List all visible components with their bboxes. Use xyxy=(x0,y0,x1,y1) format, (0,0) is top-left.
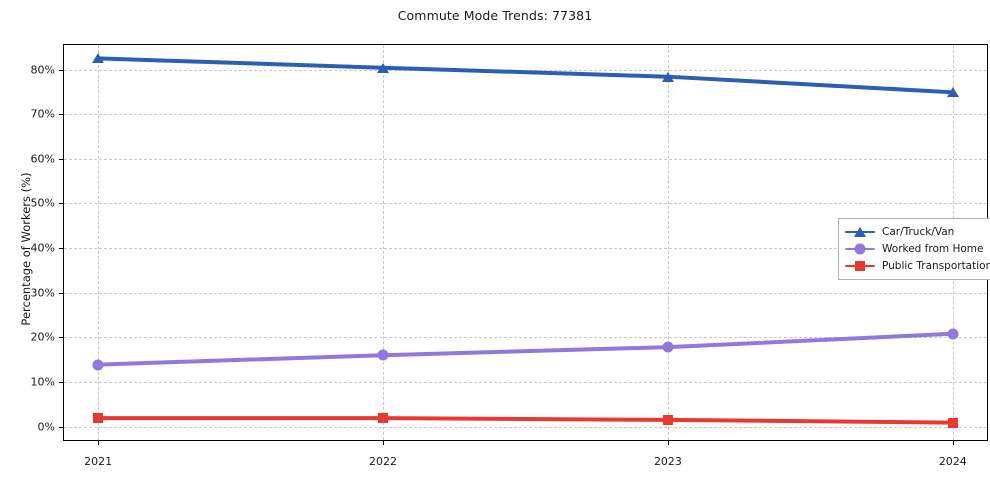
y-tick-mark xyxy=(59,203,63,205)
y-tick-mark xyxy=(59,114,63,116)
y-tick-label: 30% xyxy=(30,286,55,300)
legend-marker-triangle-icon xyxy=(854,226,866,237)
legend-entry[interactable]: Public Transportation xyxy=(845,257,990,274)
y-tick-mark xyxy=(59,248,63,250)
legend-entry[interactable]: Worked from Home xyxy=(845,240,990,257)
legend-marker-circle-icon xyxy=(854,243,866,254)
series-lines xyxy=(96,56,955,425)
data-point-marker xyxy=(378,413,389,424)
data-point-marker xyxy=(662,414,673,425)
x-tick-label: 2024 xyxy=(938,455,967,468)
chart-title: Commute Mode Trends: 77381 xyxy=(397,8,593,23)
y-tick-mark xyxy=(59,426,63,428)
x-tick-label: 2021 xyxy=(84,455,113,468)
x-tick-label: 2023 xyxy=(653,455,682,468)
data-point-marker xyxy=(377,62,390,73)
y-tick-label: 50% xyxy=(30,196,55,210)
y-axis-ticks: 0% 10% 20% 30% 40% 50% 60% 70% 80% xyxy=(0,44,990,441)
legend-label: Worked from Home xyxy=(882,242,984,255)
y-tick-label: 10% xyxy=(30,375,55,389)
y-tick-label: 80% xyxy=(30,63,55,77)
series-markers xyxy=(64,45,987,440)
data-point-marker xyxy=(947,417,958,428)
legend-swatch xyxy=(845,243,875,255)
legend-label: Car/Truck/Van xyxy=(882,225,955,238)
data-point-marker xyxy=(377,349,389,361)
y-tick-mark xyxy=(59,292,63,294)
series-line xyxy=(96,416,955,425)
x-tick-label: 2022 xyxy=(369,455,398,468)
data-point-marker xyxy=(92,359,104,371)
x-tick-mark xyxy=(383,441,385,445)
chart-legend: Car/Truck/Van Worked from Home Public Tran… xyxy=(838,218,990,280)
data-point-marker xyxy=(93,413,104,424)
data-point-marker xyxy=(92,53,105,64)
y-tick-mark xyxy=(59,69,63,71)
y-tick-mark xyxy=(59,337,63,339)
data-point-marker xyxy=(946,87,959,98)
x-tick-mark xyxy=(667,441,669,445)
y-tick-label: 40% xyxy=(30,241,55,255)
data-point-marker xyxy=(661,71,674,82)
series-line xyxy=(96,56,955,95)
y-tick-label: 0% xyxy=(37,420,55,434)
y-tick-label: 70% xyxy=(30,107,55,121)
y-tick-mark xyxy=(59,158,63,160)
data-point-marker xyxy=(662,341,674,353)
x-axis-ticks: 2021 2022 2023 2024 xyxy=(0,441,990,481)
y-tick-label: 20% xyxy=(30,330,55,344)
x-tick-mark xyxy=(98,441,100,445)
legend-marker-square-icon xyxy=(855,260,865,271)
x-tick-mark xyxy=(952,441,954,445)
y-tick-label: 60% xyxy=(30,152,55,166)
legend-label: Public Transportation xyxy=(882,259,990,272)
legend-swatch xyxy=(845,260,875,272)
series-line xyxy=(96,331,955,367)
data-point-marker xyxy=(947,328,959,340)
legend-swatch xyxy=(845,226,875,238)
legend-entry[interactable]: Car/Truck/Van xyxy=(845,223,990,240)
y-tick-mark xyxy=(59,381,63,383)
